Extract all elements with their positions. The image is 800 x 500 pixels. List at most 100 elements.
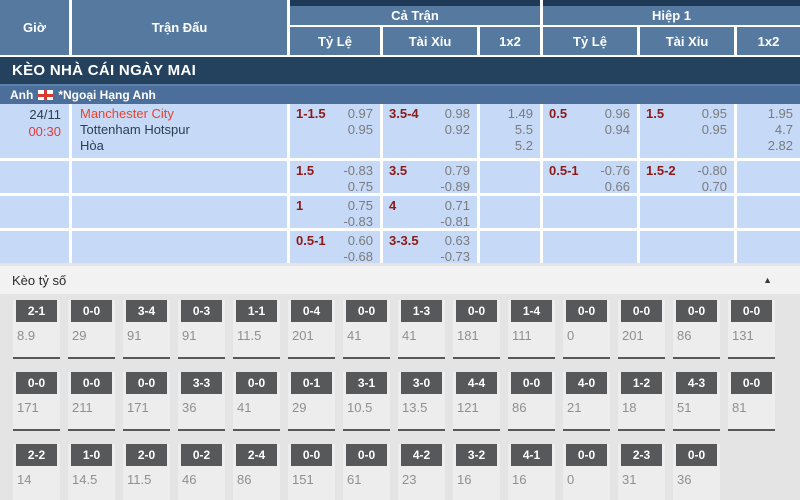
- away-team-link[interactable]: Tottenham Hotspur: [80, 122, 190, 137]
- odds-value[interactable]: 0.98: [444, 106, 470, 121]
- score-odds-cell[interactable]: 1-3 41: [398, 300, 445, 359]
- odds-value[interactable]: 0.75: [347, 198, 373, 213]
- score-odds-cell[interactable]: 0-4 201: [288, 300, 335, 359]
- odds-cell[interactable]: [480, 231, 543, 263]
- odds-cell[interactable]: [543, 196, 640, 228]
- odds-value[interactable]: -0.80: [697, 163, 727, 178]
- collapse-triangle-up-icon[interactable]: ▲: [763, 275, 772, 285]
- odds-cell[interactable]: [737, 161, 800, 193]
- score-odds-cell[interactable]: 0-0 36: [673, 444, 720, 500]
- score-odds-cell[interactable]: 3-3 36: [178, 372, 225, 431]
- odds-value[interactable]: -0.83: [343, 214, 373, 229]
- odds-cell[interactable]: 3.5 0.79 -0.89: [383, 161, 480, 194]
- score-odds-cell[interactable]: 0-0 181: [453, 300, 500, 359]
- score-odds-cell[interactable]: 1-1 11.5: [233, 300, 280, 359]
- odds-cell[interactable]: 1.95 4.7 2.82: [737, 104, 800, 158]
- odds-cell[interactable]: 0.5-1 0.60 -0.68: [290, 231, 383, 264]
- odds-cell[interactable]: 3-3.5 0.63 -0.73: [383, 231, 480, 264]
- odds-cell[interactable]: 1.5-2 -0.80 0.70: [640, 161, 737, 194]
- score-odds-cell[interactable]: 0-0 131: [728, 300, 775, 359]
- odds-value[interactable]: -0.76: [600, 163, 630, 178]
- score-odds-cell[interactable]: 0-0 29: [68, 300, 115, 359]
- correct-score-header[interactable]: Kèo tỷ số ▲: [0, 266, 800, 294]
- odds-value[interactable]: 2.82: [767, 138, 793, 153]
- odds-value[interactable]: 0.95: [701, 122, 727, 137]
- odds-value[interactable]: 5.2: [514, 138, 533, 153]
- score-odds-cell[interactable]: 3-4 91: [123, 300, 170, 359]
- score-odds-cell[interactable]: 0-0 171: [13, 372, 60, 431]
- odds-cell[interactable]: [737, 196, 800, 228]
- score-odds-cell[interactable]: 4-0 21: [563, 372, 610, 431]
- score-odds-cell[interactable]: 2-1 8.9: [13, 300, 60, 359]
- odds-value[interactable]: 0.70: [701, 179, 727, 194]
- score-odds-cell[interactable]: 0-1 29: [288, 372, 335, 431]
- score-odds-cell[interactable]: 0-0 86: [673, 300, 720, 359]
- score-odds-cell[interactable]: 0-0 211: [68, 372, 115, 431]
- odds-cell[interactable]: 3.5-4 0.98 0.92: [383, 104, 480, 158]
- odds-value[interactable]: 1.95: [767, 106, 793, 121]
- score-odds-cell[interactable]: 0-3 91: [178, 300, 225, 359]
- score-odds-cell[interactable]: 0-0 0: [563, 300, 610, 359]
- score-odds-cell[interactable]: 0-0 0: [563, 444, 610, 500]
- odds-cell[interactable]: [480, 196, 543, 228]
- odds-value[interactable]: 0.92: [444, 122, 470, 137]
- score-odds-cell[interactable]: 1-0 14.5: [68, 444, 115, 500]
- score-odds-cell[interactable]: 0-0 151: [288, 444, 335, 500]
- odds-cell[interactable]: [737, 231, 800, 263]
- score-odds-cell[interactable]: 0-2 46: [178, 444, 225, 500]
- odds-value[interactable]: 0.95: [347, 122, 373, 137]
- score-odds-cell[interactable]: 3-2 16: [453, 444, 500, 500]
- odds-value[interactable]: -0.68: [343, 249, 373, 264]
- score-odds-cell[interactable]: 3-0 13.5: [398, 372, 445, 431]
- odds-value[interactable]: 0.71: [444, 198, 470, 213]
- odds-value[interactable]: 4.7: [774, 122, 793, 137]
- score-odds-cell[interactable]: 4-4 121: [453, 372, 500, 431]
- odds-cell[interactable]: 1-1.5 0.97 0.95: [290, 104, 383, 158]
- odds-cell[interactable]: [480, 161, 543, 193]
- odds-cell[interactable]: [640, 196, 737, 228]
- score-odds-cell[interactable]: 1-2 18: [618, 372, 665, 431]
- score-odds-cell[interactable]: 0-0 81: [728, 372, 775, 431]
- score-odds-cell[interactable]: 0-0 171: [123, 372, 170, 431]
- score-odds-cell[interactable]: 0-0 61: [343, 444, 390, 500]
- score-odds-cell[interactable]: 2-2 14: [13, 444, 60, 500]
- score-odds-cell[interactable]: 0-0 201: [618, 300, 665, 359]
- score-odds-cell[interactable]: 1-4 111: [508, 300, 555, 359]
- odds-value[interactable]: 0.63: [444, 233, 470, 248]
- odds-value[interactable]: -0.81: [440, 214, 470, 229]
- odds-cell[interactable]: 1.5 -0.83 0.75: [290, 161, 383, 194]
- home-team-link[interactable]: Manchester City: [80, 106, 174, 121]
- odds-value[interactable]: 0.66: [604, 179, 630, 194]
- score-odds-cell[interactable]: 4-3 51: [673, 372, 720, 431]
- odds-value[interactable]: 0.75: [347, 179, 373, 194]
- odds-cell[interactable]: 4 0.71 -0.81: [383, 196, 480, 229]
- odds-value[interactable]: 0.96: [604, 106, 630, 121]
- odds-cell[interactable]: 1.49 5.5 5.2: [480, 104, 543, 158]
- score-odds-cell[interactable]: 2-4 86: [233, 444, 280, 500]
- odds-cell[interactable]: 0.5-1 -0.76 0.66: [543, 161, 640, 194]
- score-odds-cell[interactable]: 2-0 11.5: [123, 444, 170, 500]
- odds-value[interactable]: 5.5: [514, 122, 533, 137]
- odds-value[interactable]: 0.94: [604, 122, 630, 137]
- odds-cell[interactable]: [543, 231, 640, 263]
- odds-value[interactable]: 0.95: [701, 106, 727, 121]
- league-bar[interactable]: Anh *Ngoại Hạng Anh: [0, 84, 800, 104]
- odds-cell[interactable]: [640, 231, 737, 263]
- odds-cell[interactable]: 1 0.75 -0.83: [290, 196, 383, 229]
- score-odds-cell[interactable]: 0-0 86: [508, 372, 555, 431]
- score-odds-cell[interactable]: 4-2 23: [398, 444, 445, 500]
- odds-value[interactable]: -0.73: [440, 249, 470, 264]
- score-odds-cell[interactable]: 3-1 10.5: [343, 372, 390, 431]
- odds-value[interactable]: -0.83: [343, 163, 373, 178]
- score-odds-cell[interactable]: 2-3 31: [618, 444, 665, 500]
- odds-value[interactable]: 0.60: [347, 233, 373, 248]
- score-odds-cell[interactable]: 4-1 16: [508, 444, 555, 500]
- odds-cell[interactable]: 0.5 0.96 0.94: [543, 104, 640, 158]
- odds-value[interactable]: 0.79: [444, 163, 470, 178]
- odds-value[interactable]: -0.89: [440, 179, 470, 194]
- score-odds-cell[interactable]: 0-0 41: [233, 372, 280, 431]
- odds-value[interactable]: 0.97: [347, 106, 373, 121]
- odds-value[interactable]: 1.49: [507, 106, 533, 121]
- odds-cell[interactable]: 1.5 0.95 0.95: [640, 104, 737, 158]
- score-odds-cell[interactable]: 0-0 41: [343, 300, 390, 359]
